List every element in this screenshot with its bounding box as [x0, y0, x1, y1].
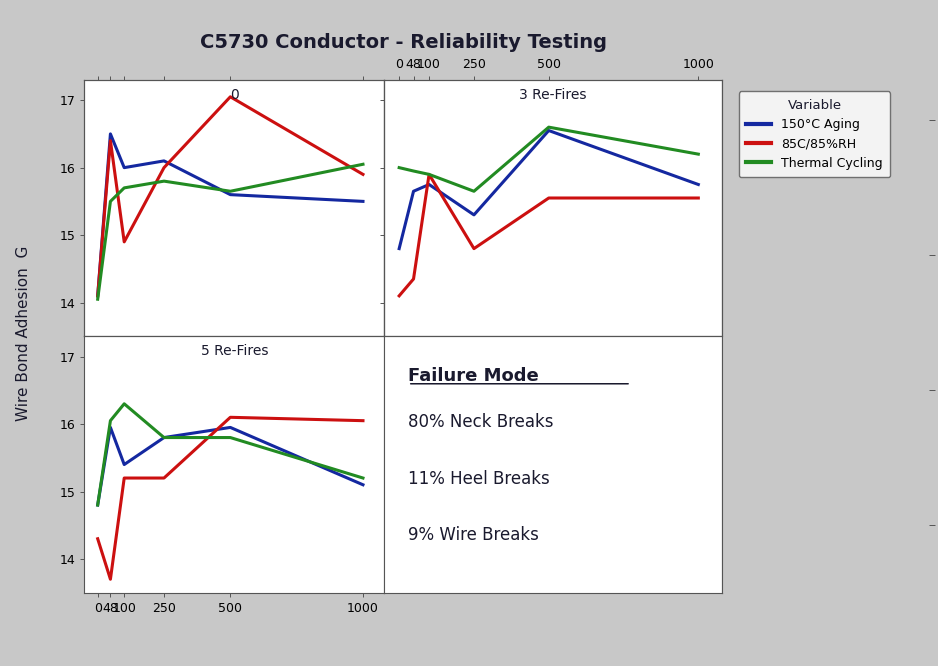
Text: 9% Wire Breaks: 9% Wire Breaks	[408, 526, 538, 544]
Legend: 150°C Aging, 85C/85%RH, Thermal Cycling: 150°C Aging, 85C/85%RH, Thermal Cycling	[739, 91, 890, 177]
Text: 5 Re-Fires: 5 Re-Fires	[201, 344, 268, 358]
Text: Wire Bond Adhesion  G: Wire Bond Adhesion G	[16, 245, 31, 421]
Text: Failure Mode: Failure Mode	[408, 367, 538, 385]
Text: 80% Neck Breaks: 80% Neck Breaks	[408, 413, 553, 432]
Text: 11% Heel Breaks: 11% Heel Breaks	[408, 470, 550, 488]
Text: C5730 Conductor - Reliability Testing: C5730 Conductor - Reliability Testing	[200, 33, 607, 53]
Text: 0: 0	[230, 88, 238, 102]
Text: 3 Re-Fires: 3 Re-Fires	[520, 88, 587, 102]
